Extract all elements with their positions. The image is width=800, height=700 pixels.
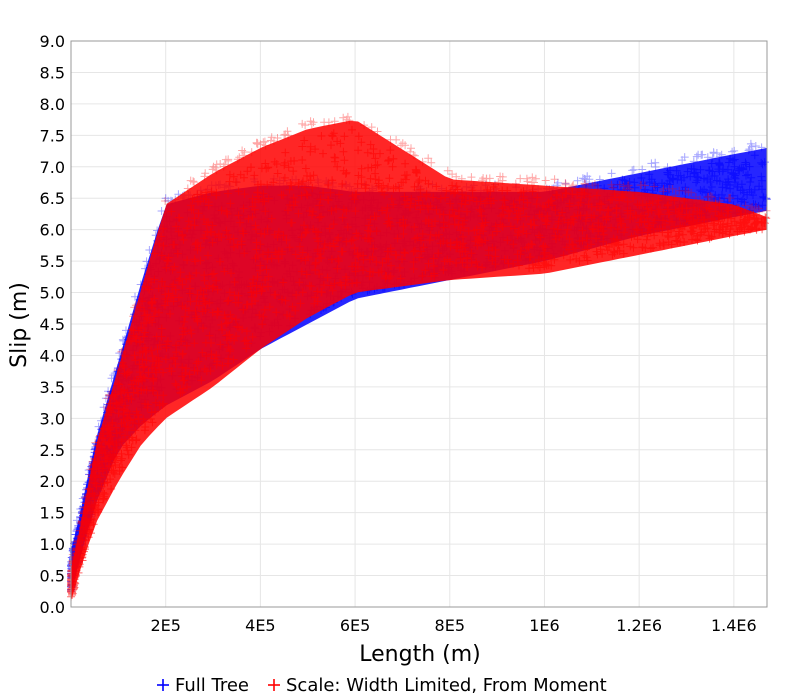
x-tick-label: 8E5 — [435, 616, 465, 635]
y-tick-label: 7.5 — [40, 126, 65, 145]
y-tick-label: 0.0 — [40, 598, 65, 617]
x-tick-label: 6E5 — [340, 616, 370, 635]
y-tick-label: 6.5 — [40, 189, 65, 208]
x-tick-label: 1E6 — [529, 616, 559, 635]
series-markers — [67, 125, 771, 601]
y-tick-label: 0.5 — [40, 567, 65, 586]
y-tick-label: 6.0 — [40, 221, 65, 240]
x-axis-title: Length (m) — [359, 642, 480, 667]
y-tick-label: 1.5 — [40, 504, 65, 523]
y-tick-label: 4.0 — [40, 346, 65, 365]
y-tick-label: 2.0 — [40, 472, 65, 491]
y-tick-label: 9.0 — [40, 32, 65, 51]
series-outliers — [68, 112, 771, 565]
y-axis-ticks: 0.0 0.5 1.0 1.5 2.0 2.5 3.0 3.5 4.0 4.5 5.0 5.5 6.0 6… — [40, 32, 65, 617]
y-tick-label: 1.0 — [40, 535, 65, 554]
y-tick-label: 2.5 — [40, 441, 65, 460]
y-tick-label: 5.0 — [40, 284, 65, 303]
series-band — [71, 120, 767, 601]
x-tick-label: 1.2E6 — [616, 616, 662, 635]
legend-label-full-tree: Full Tree — [175, 675, 249, 696]
y-tick-label: 4.5 — [40, 315, 65, 334]
y-tick-label: 5.5 — [40, 252, 65, 271]
y-tick-label: 3.0 — [40, 409, 65, 428]
y-axis-title: Slip (m) — [7, 282, 32, 368]
x-tick-label: 4E5 — [245, 616, 275, 635]
series-layer — [67, 112, 771, 601]
legend: Full Tree Scale: Width Limited, From Mom… — [157, 675, 607, 696]
legend-marker-full-tree — [157, 679, 169, 691]
y-tick-label: 8.5 — [40, 63, 65, 82]
x-tick-label: 2E5 — [150, 616, 180, 635]
plot-frame — [70, 40, 768, 608]
legend-marker-scale — [268, 679, 280, 691]
y-tick-label: 7.0 — [40, 158, 65, 177]
x-axis-ticks: 2E5 4E5 6E5 8E5 1E6 1.2E6 1.4E6 — [150, 616, 756, 635]
legend-label-scale: Scale: Width Limited, From Moment — [286, 675, 607, 696]
x-tick-label: 1.4E6 — [711, 616, 757, 635]
series-1 — [67, 112, 771, 601]
y-tick-label: 8.0 — [40, 95, 65, 114]
y-tick-label: 3.5 — [40, 378, 65, 397]
